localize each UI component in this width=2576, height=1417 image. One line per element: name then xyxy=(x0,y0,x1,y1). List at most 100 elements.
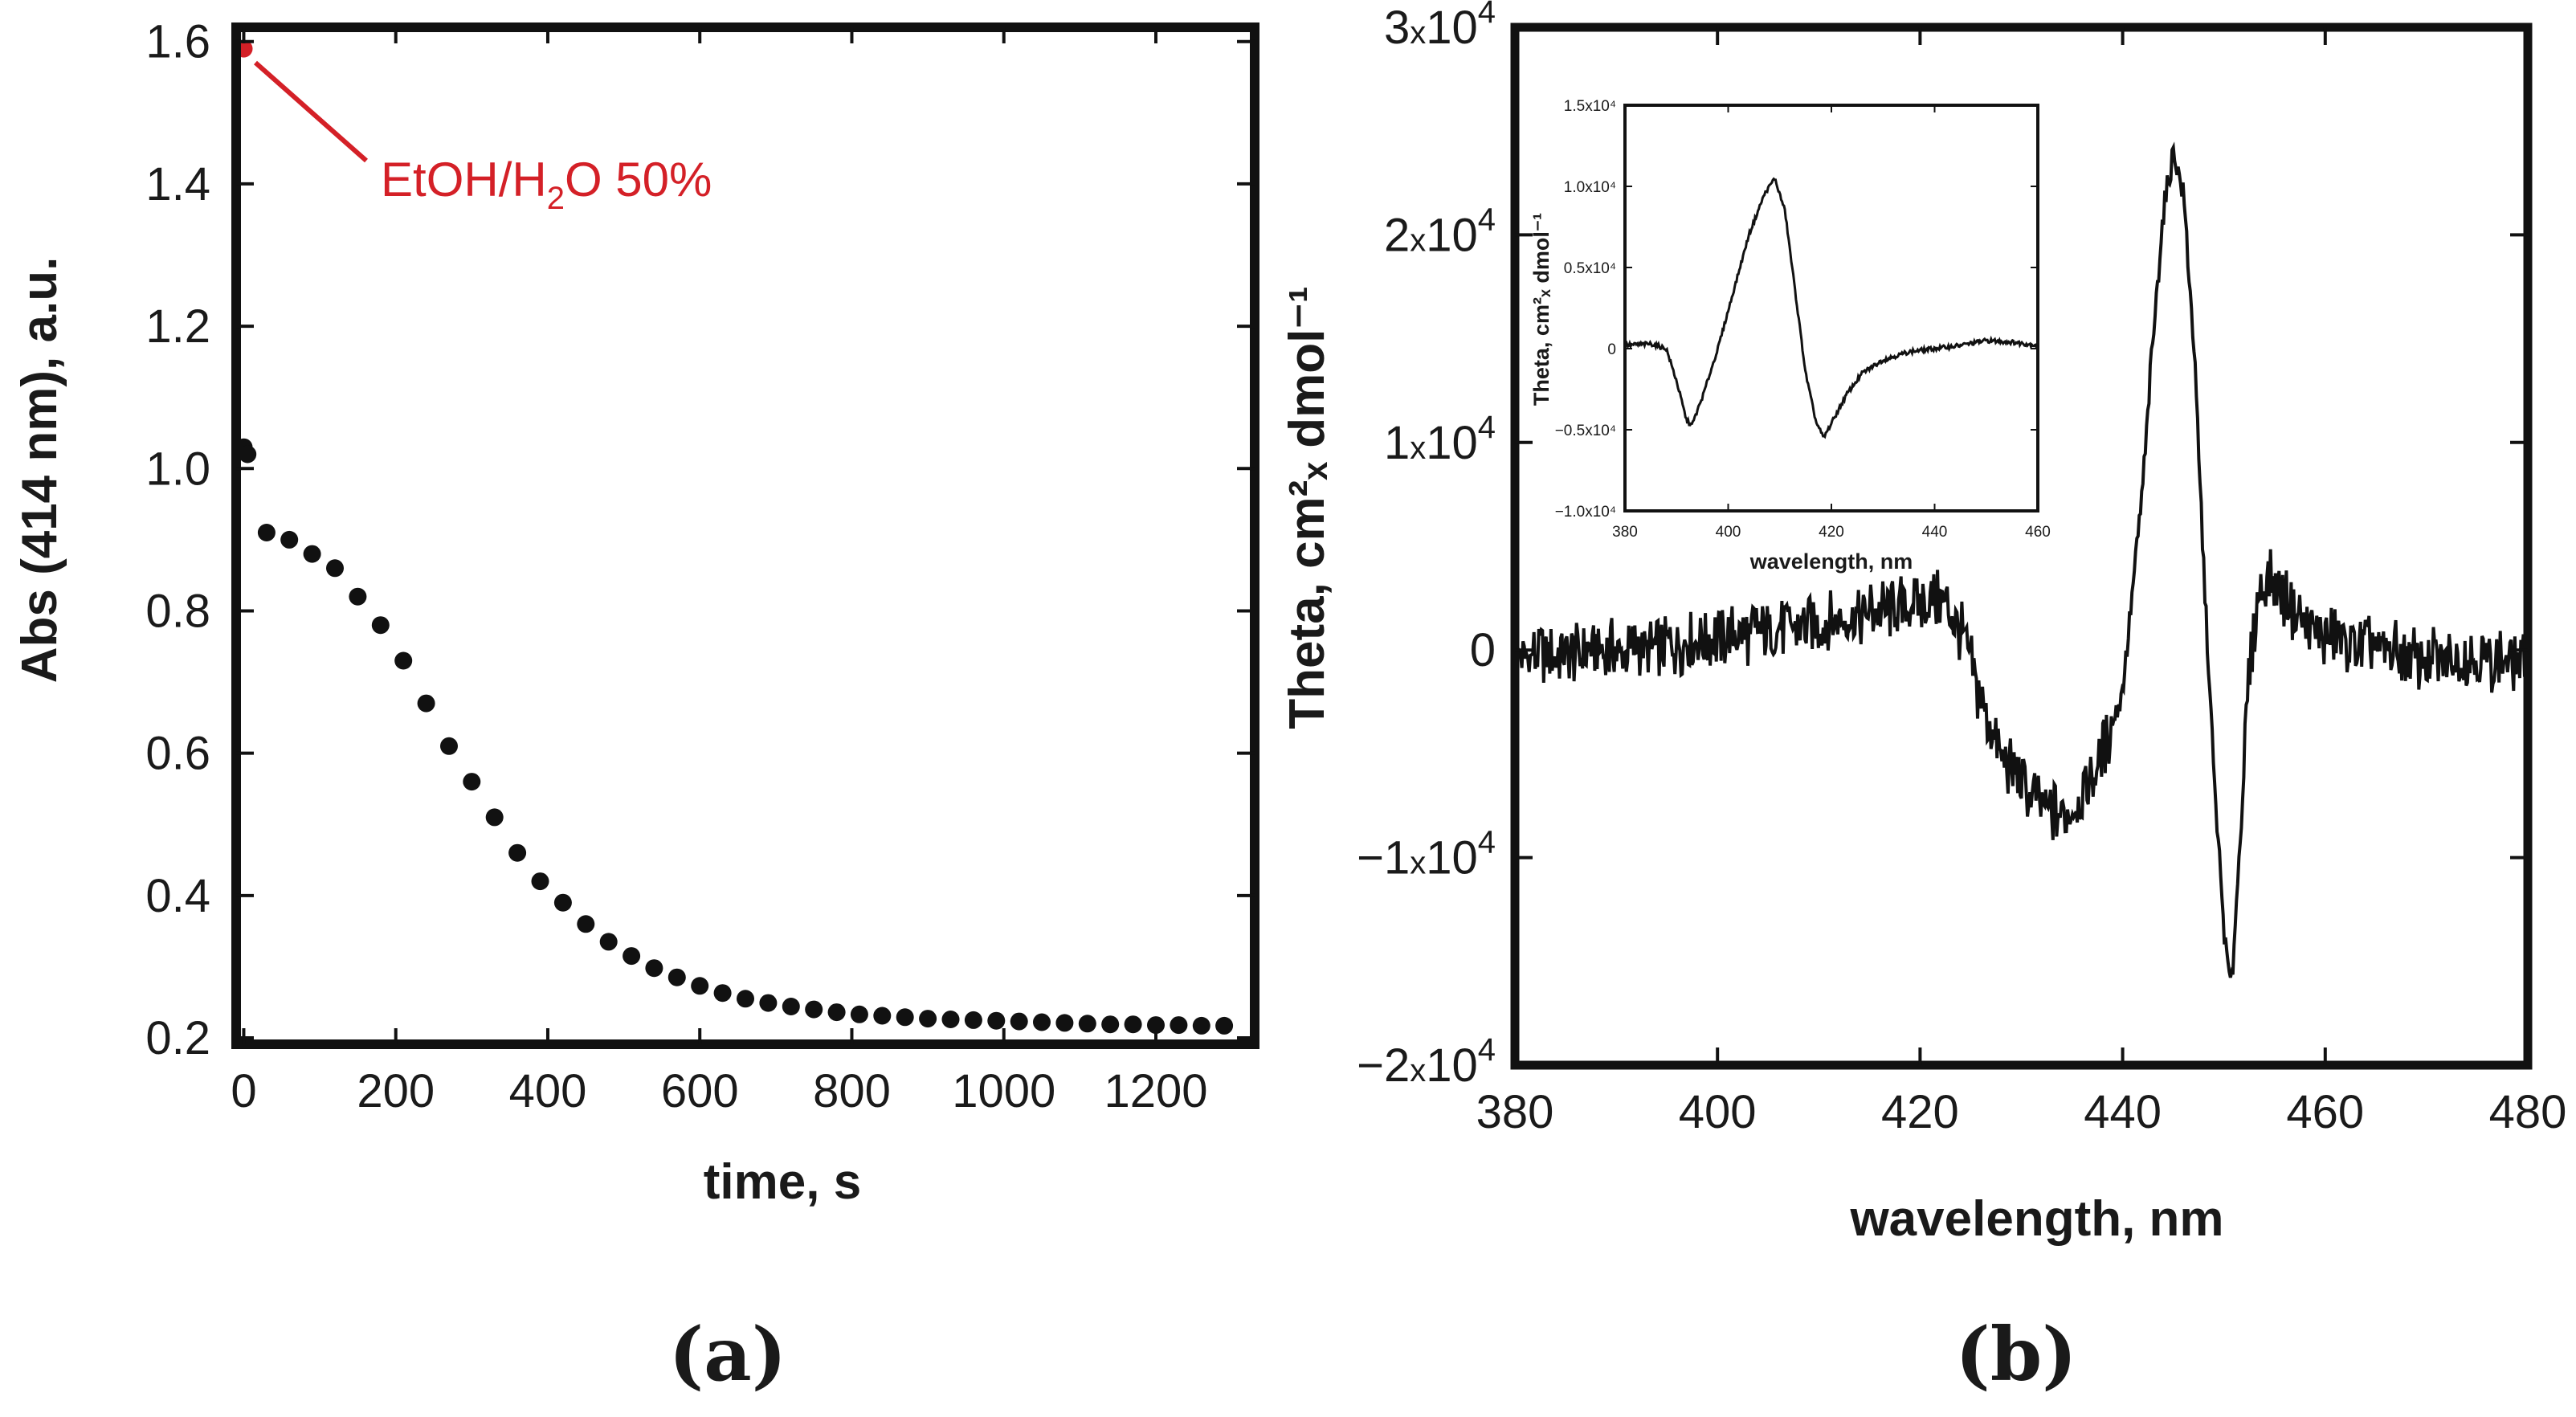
x-tick-label: 1200 xyxy=(1104,1065,1207,1117)
decay-point xyxy=(713,984,732,1003)
panel-a-y-axis-label: Abs (414 nm), a.u. xyxy=(12,257,67,684)
decay-point xyxy=(827,1003,846,1022)
decay-point xyxy=(599,933,618,951)
panel-a-data-points xyxy=(235,39,1234,1035)
panel-a-annotation: EtOH/H2O 50% xyxy=(381,153,712,216)
x-tick-label: 460 xyxy=(2286,1086,2364,1138)
panel-a-chart: 0 200 400 600 800 1000 1200 0.2 0.4 0.6 0.8 1.0 1.2 1… xyxy=(12,16,1259,1398)
y-tick-label: 0.6 xyxy=(145,728,210,780)
x-tick-label: 400 xyxy=(509,1065,587,1117)
decay-point xyxy=(896,1008,914,1027)
inset-y-tick-label: 0.5x10⁴ xyxy=(1564,260,1616,277)
x-tick-label: 600 xyxy=(661,1065,739,1117)
panel-b-plot-area xyxy=(1515,141,2526,978)
inset-ticks: 380 400 420 440 460 −1.0x10⁴ −0.5x10⁴ 0 0.5x10⁴ 1… xyxy=(1555,98,2051,541)
x-tick-label: 380 xyxy=(1476,1086,1554,1138)
decay-point xyxy=(1010,1012,1028,1031)
decay-point xyxy=(280,530,299,549)
decay-point xyxy=(440,737,458,755)
decay-point xyxy=(1078,1015,1096,1033)
panel-a-label: (a) xyxy=(669,1311,787,1398)
decay-point xyxy=(623,947,641,966)
y-tick-label: 1.2 xyxy=(145,300,210,353)
decay-point xyxy=(326,559,344,578)
inset-x-tick-label: 400 xyxy=(1716,524,1741,541)
decay-point xyxy=(239,445,257,463)
decay-point xyxy=(303,545,321,563)
y-tick-label: 2x104 xyxy=(1384,202,1496,261)
decay-point xyxy=(1147,1016,1165,1035)
inset-y-tick-label: 1.5x10⁴ xyxy=(1564,98,1616,115)
decay-point xyxy=(850,1005,868,1023)
decay-point xyxy=(1033,1013,1051,1031)
decay-point xyxy=(759,994,778,1012)
inset-y-axis-label: Theta, cm²ₓ dmol⁻¹ xyxy=(1529,213,1553,406)
decay-point xyxy=(463,773,481,791)
x-tick-label: 200 xyxy=(357,1065,435,1117)
panel-b-x-axis-label: wavelength, nm xyxy=(1849,1191,2223,1247)
decay-point xyxy=(485,808,504,827)
decay-point xyxy=(371,616,390,635)
y-tick-label: −1x104 xyxy=(1357,825,1496,884)
decay-point xyxy=(941,1011,960,1028)
x-tick-label: 440 xyxy=(2084,1086,2162,1138)
inset-x-tick-label: 440 xyxy=(1922,524,1948,541)
x-tick-label: 800 xyxy=(813,1065,891,1117)
inset-y-tick-label: 0 xyxy=(1607,341,1616,358)
decay-point xyxy=(553,893,572,912)
panel-b-chart: 380 400 420 440 460 480 −2x104 −1x104 0 1x104 2x10… xyxy=(1280,0,2566,1398)
panel-b-ticks: 380 400 420 440 460 480 −2x104 −1x104 0 1x104 2x10… xyxy=(1357,0,2566,1138)
decay-point xyxy=(782,998,800,1015)
y-tick-label: 1x104 xyxy=(1384,410,1496,469)
decay-point xyxy=(667,968,686,986)
panel-b-inset-chart: 380 400 420 440 460 −1.0x10⁴ −0.5x10⁴ 0 0.5x10⁴ 1… xyxy=(1529,98,2051,574)
y-tick-label: 0.8 xyxy=(145,585,210,637)
y-tick-label: 3x104 xyxy=(1384,0,1496,54)
decay-point xyxy=(1192,1016,1210,1035)
panel-a-plot-frame xyxy=(231,22,1259,1049)
panel-b-y-axis-label: Theta, cm²ₓ dmol⁻¹ xyxy=(1280,286,1335,729)
decay-point xyxy=(964,1011,982,1029)
x-tick-label: 1000 xyxy=(952,1065,1055,1117)
inset-y-tick-label: 1.0x10⁴ xyxy=(1564,179,1616,196)
decay-point xyxy=(691,977,709,995)
decay-point xyxy=(349,587,367,606)
y-tick-label: 0.4 xyxy=(145,870,210,922)
decay-point xyxy=(1101,1015,1120,1034)
decay-point xyxy=(645,959,663,978)
decay-point xyxy=(919,1010,937,1028)
y-tick-label: −2x104 xyxy=(1357,1032,1496,1092)
panel-a-ticks: 0 200 400 600 800 1000 1200 0.2 0.4 0.6 0.8 1.0 1.2 1… xyxy=(145,16,1255,1117)
inset-x-tick-label: 380 xyxy=(1612,524,1638,541)
decay-point xyxy=(987,1011,1006,1030)
inset-x-tick-label: 420 xyxy=(1819,524,1844,541)
inset-x-tick-label: 460 xyxy=(2025,524,2051,541)
panel-a-annotation-leader xyxy=(254,60,368,163)
decay-point xyxy=(417,694,435,713)
decay-point xyxy=(1170,1016,1188,1035)
decay-point xyxy=(508,843,527,862)
decay-point xyxy=(1124,1015,1142,1034)
y-tick-label: 1.6 xyxy=(145,16,210,68)
x-tick-label: 0 xyxy=(231,1065,256,1117)
decay-point xyxy=(805,1000,823,1019)
decay-point xyxy=(737,990,754,1008)
inset-x-axis-label: wavelength, nm xyxy=(1749,549,1913,574)
inset-background xyxy=(1623,104,2040,514)
x-tick-label: 420 xyxy=(1881,1086,1959,1138)
inset-y-tick-label: −1.0x10⁴ xyxy=(1555,504,1616,521)
panel-b-cd-spectrum-line xyxy=(1515,141,2526,978)
y-tick-label: 0 xyxy=(1470,624,1496,676)
decay-point xyxy=(257,524,276,541)
decay-point xyxy=(1055,1014,1074,1032)
y-tick-label: 0.2 xyxy=(145,1012,210,1064)
inset-y-tick-label: −0.5x10⁴ xyxy=(1555,423,1616,439)
x-tick-label: 400 xyxy=(1679,1086,1757,1138)
decay-point xyxy=(531,872,549,891)
decay-point xyxy=(577,915,595,933)
inset-cd-spectrum-line xyxy=(1624,177,2038,439)
decay-point xyxy=(873,1007,892,1025)
y-tick-label: 1.0 xyxy=(145,443,210,495)
panel-a-x-axis-label: time, s xyxy=(704,1154,861,1210)
